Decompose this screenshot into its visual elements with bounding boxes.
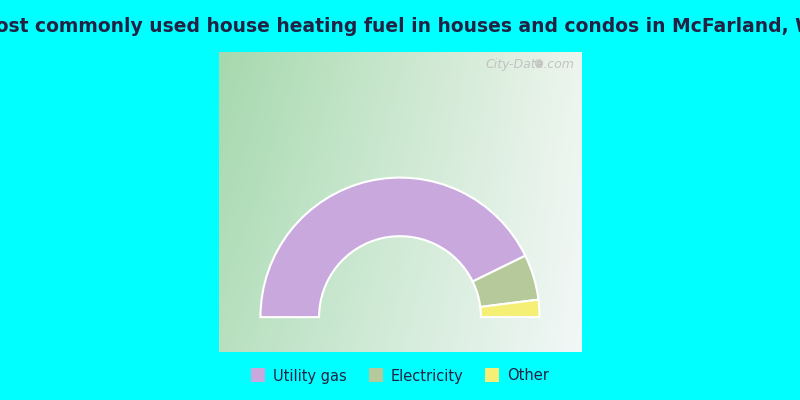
Wedge shape bbox=[480, 300, 539, 317]
Wedge shape bbox=[473, 256, 538, 307]
Text: ●: ● bbox=[534, 58, 543, 68]
Legend: Utility gas, Electricity, Other: Utility gas, Electricity, Other bbox=[246, 363, 554, 389]
Text: Most commonly used house heating fuel in houses and condos in McFarland, WI: Most commonly used house heating fuel in… bbox=[0, 16, 800, 36]
Text: City-Data.com: City-Data.com bbox=[486, 58, 574, 71]
Wedge shape bbox=[261, 178, 526, 317]
